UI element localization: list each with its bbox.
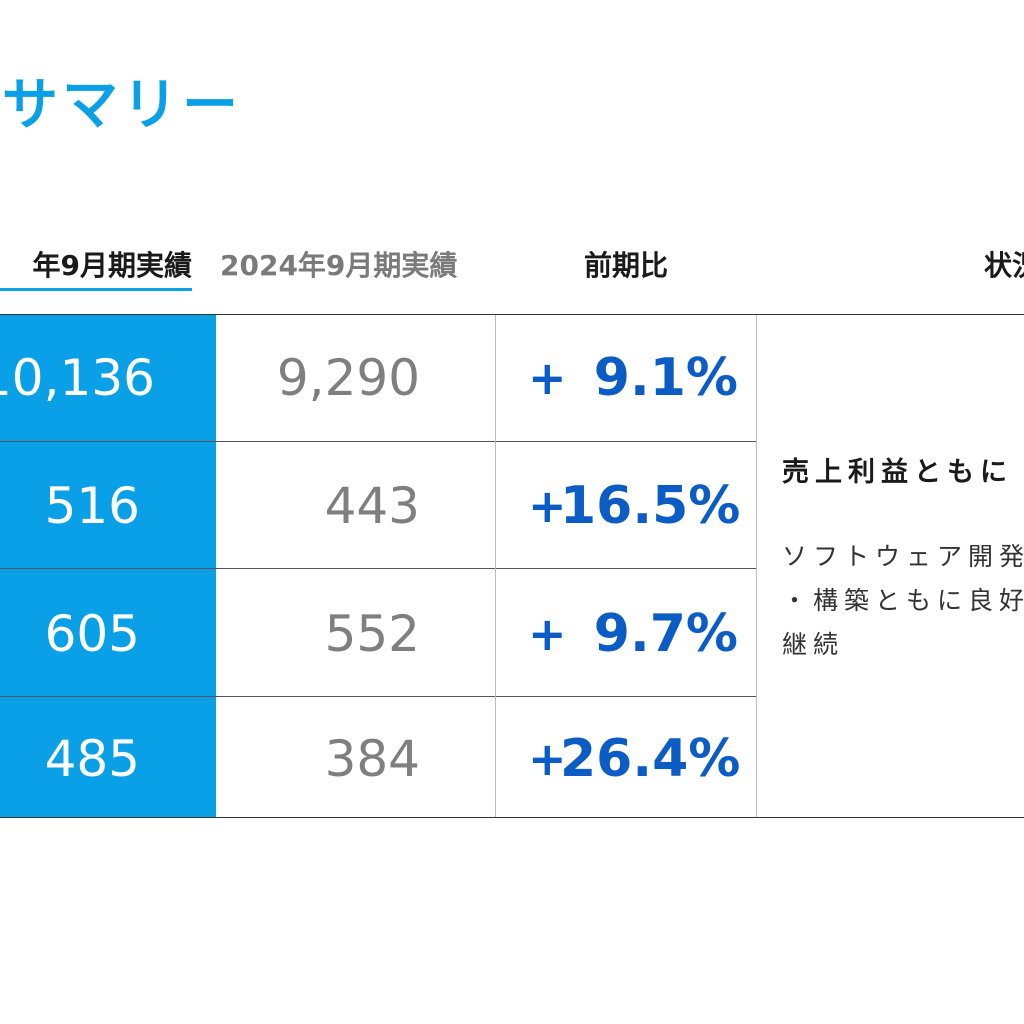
header-yoy-ratio: 前期比 [583, 249, 668, 282]
row-3-ratio-value: 9.7% [593, 604, 738, 664]
row-2-ratio-value: 16.5% [560, 476, 741, 536]
row-4-ratio-value: 26.4% [560, 729, 741, 789]
row-divider [0, 696, 216, 697]
table-top-border [0, 314, 1024, 315]
column-divider [495, 315, 496, 817]
row-2-previous-value: 443 [324, 477, 420, 535]
page-title: サマリー [2, 73, 242, 138]
row-divider [0, 441, 216, 442]
row-divider [0, 568, 216, 569]
row-divider [216, 441, 756, 442]
row-3-ratio-sign: + [528, 607, 567, 661]
row-1-previous-value: 9,290 [276, 349, 420, 407]
header-status: 状況 [984, 249, 1024, 282]
row-3-current-value: 605 [44, 605, 140, 663]
row-4-previous-value: 384 [324, 730, 420, 788]
row-4-ratio-sign: + [528, 732, 567, 786]
row-divider [216, 568, 756, 569]
row-2-current-value: 516 [44, 477, 140, 535]
column-divider [756, 315, 757, 817]
status-headline: 売上利益ともに [782, 457, 1013, 488]
header-previous-period: 2024年9月期実績 [220, 249, 458, 282]
current-period-column [0, 315, 216, 817]
status-description: ソフトウェア開発、 ・構築ともに良好 継続 [782, 542, 1024, 659]
header-current-period: 年9月期実績 [0, 244, 192, 291]
row-4-current-value: 485 [44, 730, 140, 788]
row-divider [216, 696, 756, 697]
row-3-previous-value: 552 [324, 605, 420, 663]
row-1-current-value: 10,136 [0, 349, 155, 407]
row-1-ratio-sign: + [528, 351, 567, 405]
row-2-ratio-sign: + [528, 479, 567, 533]
table-bottom-border [0, 817, 1024, 818]
row-1-ratio-value: 9.1% [593, 348, 738, 408]
